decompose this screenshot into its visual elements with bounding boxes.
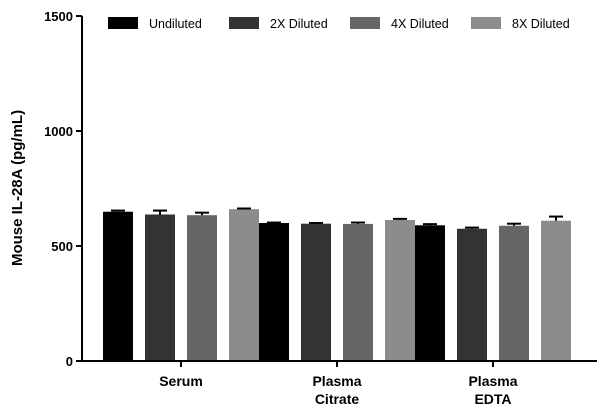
x-tick-label: Plasma (468, 373, 517, 389)
x-tick-label: EDTA (474, 391, 511, 407)
x-tick-label: Plasma (312, 373, 361, 389)
bar (343, 223, 373, 361)
y-axis-title: Mouse IL-28A (pg/mL) (9, 110, 26, 266)
bar (415, 225, 445, 361)
legend-label: 2X Diluted (270, 17, 328, 31)
bar (103, 211, 133, 361)
legend-label: 4X Diluted (391, 17, 449, 31)
bar (457, 228, 487, 361)
legend-swatch (350, 17, 380, 29)
bar (187, 215, 217, 361)
bar (145, 214, 175, 361)
y-axis: 0 500 1000 1500 (44, 9, 83, 369)
legend-label: 8X Diluted (512, 17, 570, 31)
legend: Undiluted 2X Diluted 4X Diluted 8X Diluted (108, 17, 570, 31)
y-tick-label: 1500 (44, 9, 73, 24)
x-tick-label: Serum (159, 373, 203, 389)
bar (259, 223, 289, 361)
legend-swatch (471, 17, 501, 29)
legend-swatch (108, 17, 138, 29)
bar (499, 225, 529, 361)
legend-swatch (229, 17, 259, 29)
bar (385, 220, 415, 361)
bar (229, 209, 259, 361)
y-tick-label: 0 (66, 354, 73, 369)
bars (103, 207, 571, 361)
y-tick-label: 1000 (44, 124, 73, 139)
bar (541, 220, 571, 361)
x-tick-label: Citrate (315, 391, 360, 407)
x-axis: Serum Plasma Citrate Plasma EDTA (82, 360, 597, 407)
bar (301, 223, 331, 361)
y-tick-label: 500 (51, 239, 73, 254)
legend-label: Undiluted (149, 17, 202, 31)
